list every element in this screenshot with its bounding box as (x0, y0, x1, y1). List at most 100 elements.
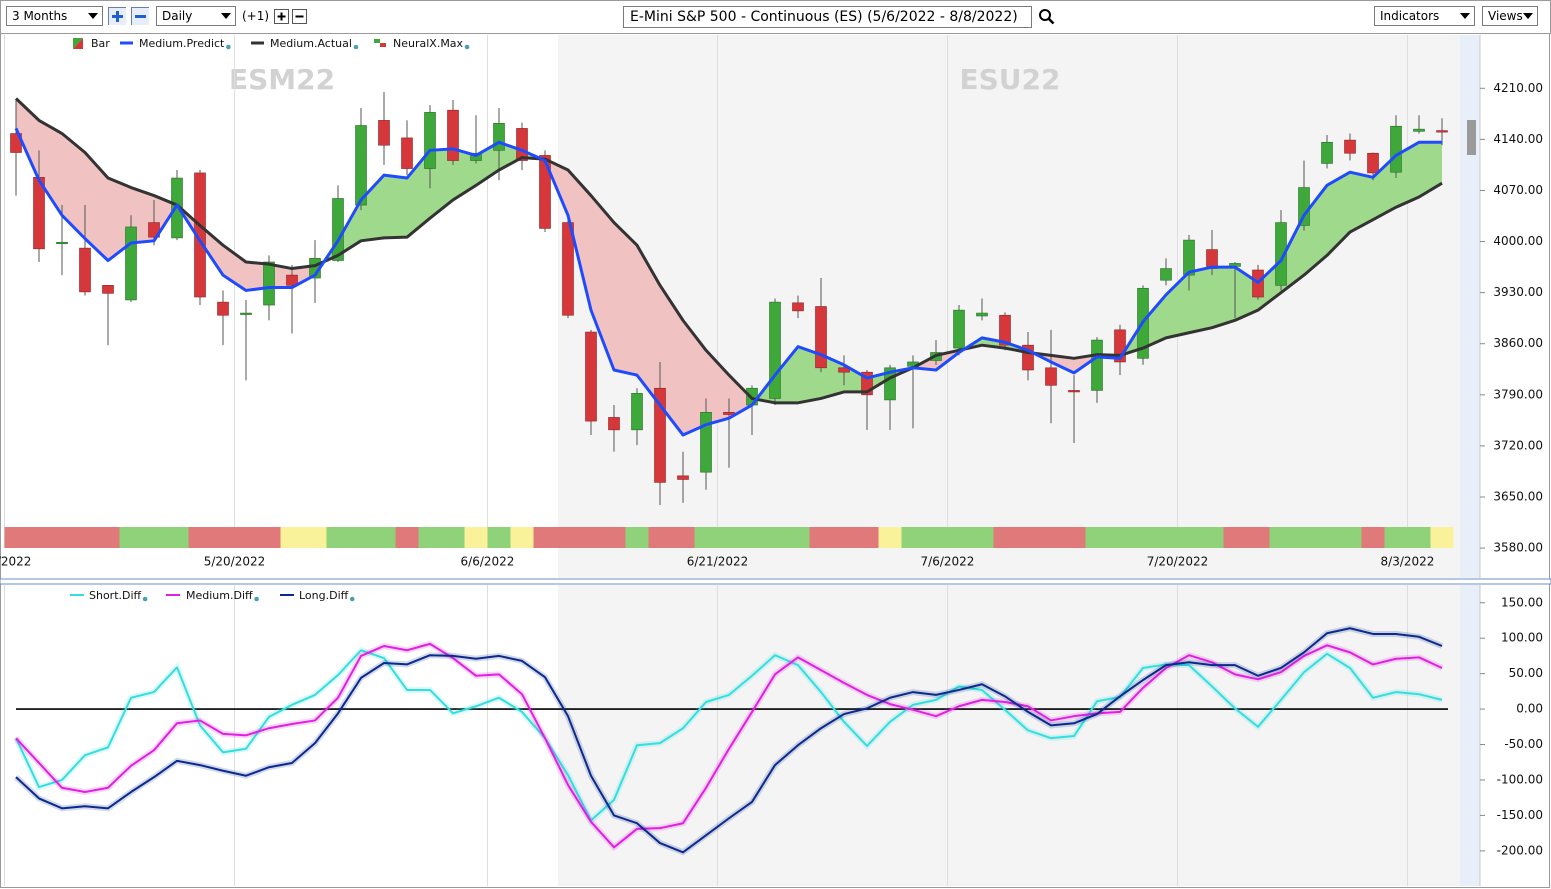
candle-body (1068, 390, 1080, 393)
neuralx-cell (27, 527, 51, 548)
neuralx-cell (855, 527, 879, 548)
legend-dot (349, 596, 355, 602)
neuralx-cell (464, 527, 488, 548)
candle-body (102, 285, 114, 294)
diff-fill (1304, 185, 1327, 276)
diff-fill (1166, 272, 1189, 338)
neuralx-cell (372, 527, 396, 548)
search-button[interactable] (1038, 8, 1056, 26)
candle-body (1275, 222, 1287, 286)
diff-fill (384, 175, 407, 238)
neuralx-cell (1361, 527, 1385, 548)
neuralx-cell (165, 527, 189, 548)
neuralx-cell (1292, 527, 1316, 548)
series-line (14, 127, 1442, 437)
diff-fill (16, 98, 39, 181)
neuralx-cell (303, 527, 327, 548)
neuralx-cell (1131, 527, 1155, 548)
y-tick-label: 3790.00 (1493, 387, 1543, 401)
neuralx-cell (510, 527, 534, 548)
legend-dot (464, 44, 470, 50)
diff-fill (1419, 142, 1442, 198)
candle-body (516, 128, 528, 161)
zoom-in-button[interactable] (108, 7, 126, 25)
zoom-out-button[interactable] (131, 7, 149, 25)
candle-body (401, 137, 413, 169)
candle-body (378, 120, 390, 146)
candle-body (217, 301, 229, 316)
candle-body (1091, 339, 1103, 391)
candle-body (700, 412, 712, 473)
neuralx-cell (648, 527, 672, 548)
contract-watermark: ESM22 (229, 63, 335, 96)
neuralx-cell (924, 527, 948, 548)
neuralx-cell (1177, 527, 1201, 548)
candle-body (1183, 239, 1195, 276)
y-tick-label: -50.00 (1504, 737, 1543, 751)
offset-minus-button[interactable] (292, 9, 310, 27)
neuralx-cell (970, 527, 994, 548)
diff-fill (223, 245, 246, 291)
neuralx-cell (1223, 527, 1247, 548)
interval-select[interactable]: Daily (156, 6, 236, 26)
neuralx-cell (4, 527, 28, 548)
panel-separator (0, 578, 1551, 585)
neuralx-cell (326, 527, 350, 548)
y-tick-label: -150.00 (1497, 808, 1543, 822)
neuralx-cell (234, 527, 258, 548)
neuralx-cell (418, 527, 442, 548)
legend-icon (73, 38, 83, 49)
candle-body (1344, 139, 1356, 154)
x-tick-label: 6/6/2022 (461, 555, 515, 569)
legend-label: Bar (91, 37, 110, 50)
neuralx-cell (1430, 527, 1454, 548)
views-select[interactable]: Views (1482, 6, 1538, 26)
neuralx-cell (280, 527, 304, 548)
legend-dot (226, 44, 231, 50)
candle-body (1390, 125, 1402, 173)
series-line (14, 97, 1443, 405)
candle-body (1114, 329, 1126, 363)
candle-body (815, 306, 827, 369)
offset-plus-button[interactable] (274, 9, 292, 27)
neuralx-cell (1016, 527, 1040, 548)
neuralx-cell (1246, 527, 1270, 548)
y-tick-label: 4070.00 (1493, 183, 1543, 197)
candle-body (884, 367, 896, 401)
candle-body (56, 241, 68, 245)
neuralx-cell (96, 527, 120, 548)
candle-body (79, 247, 91, 293)
neuralx-cell (257, 527, 281, 548)
legend-dot (353, 44, 359, 50)
candle-body (608, 417, 620, 431)
candle-body (240, 312, 252, 315)
diff-fill (591, 195, 614, 370)
neuralx-cell (1338, 527, 1362, 548)
candle-body (424, 112, 436, 169)
candle-body (447, 109, 459, 161)
y-tick-label: 3580.00 (1493, 541, 1543, 555)
x-tick-label: 6/21/2022 (687, 555, 749, 569)
candle-body (493, 123, 505, 151)
legend-icon (380, 43, 386, 47)
diff-fill (637, 245, 660, 406)
neuralx-cell (694, 527, 718, 548)
candle-body (654, 387, 666, 483)
indicators-select[interactable]: Indicators (1374, 6, 1475, 26)
period-select[interactable]: 3 Months (6, 6, 103, 26)
neuralx-cell (1407, 527, 1431, 548)
legend-label: Medium.Predict (139, 37, 225, 50)
diff-fill (361, 175, 384, 241)
y-tick-label: -200.00 (1497, 843, 1543, 857)
candle-body (562, 222, 574, 316)
x-tick-label: 5/20/2022 (204, 555, 266, 569)
legend-label: Medium.Diff (186, 589, 253, 602)
neuralx-cell (1200, 527, 1224, 548)
diff-fill (568, 170, 591, 311)
series-line (15, 642, 1443, 849)
series-line (15, 627, 1443, 854)
neuralx-cell (947, 527, 971, 548)
neuralx-cell (717, 527, 741, 548)
candle-body (286, 274, 298, 286)
legend-label: NeuralX.Max (393, 37, 464, 50)
